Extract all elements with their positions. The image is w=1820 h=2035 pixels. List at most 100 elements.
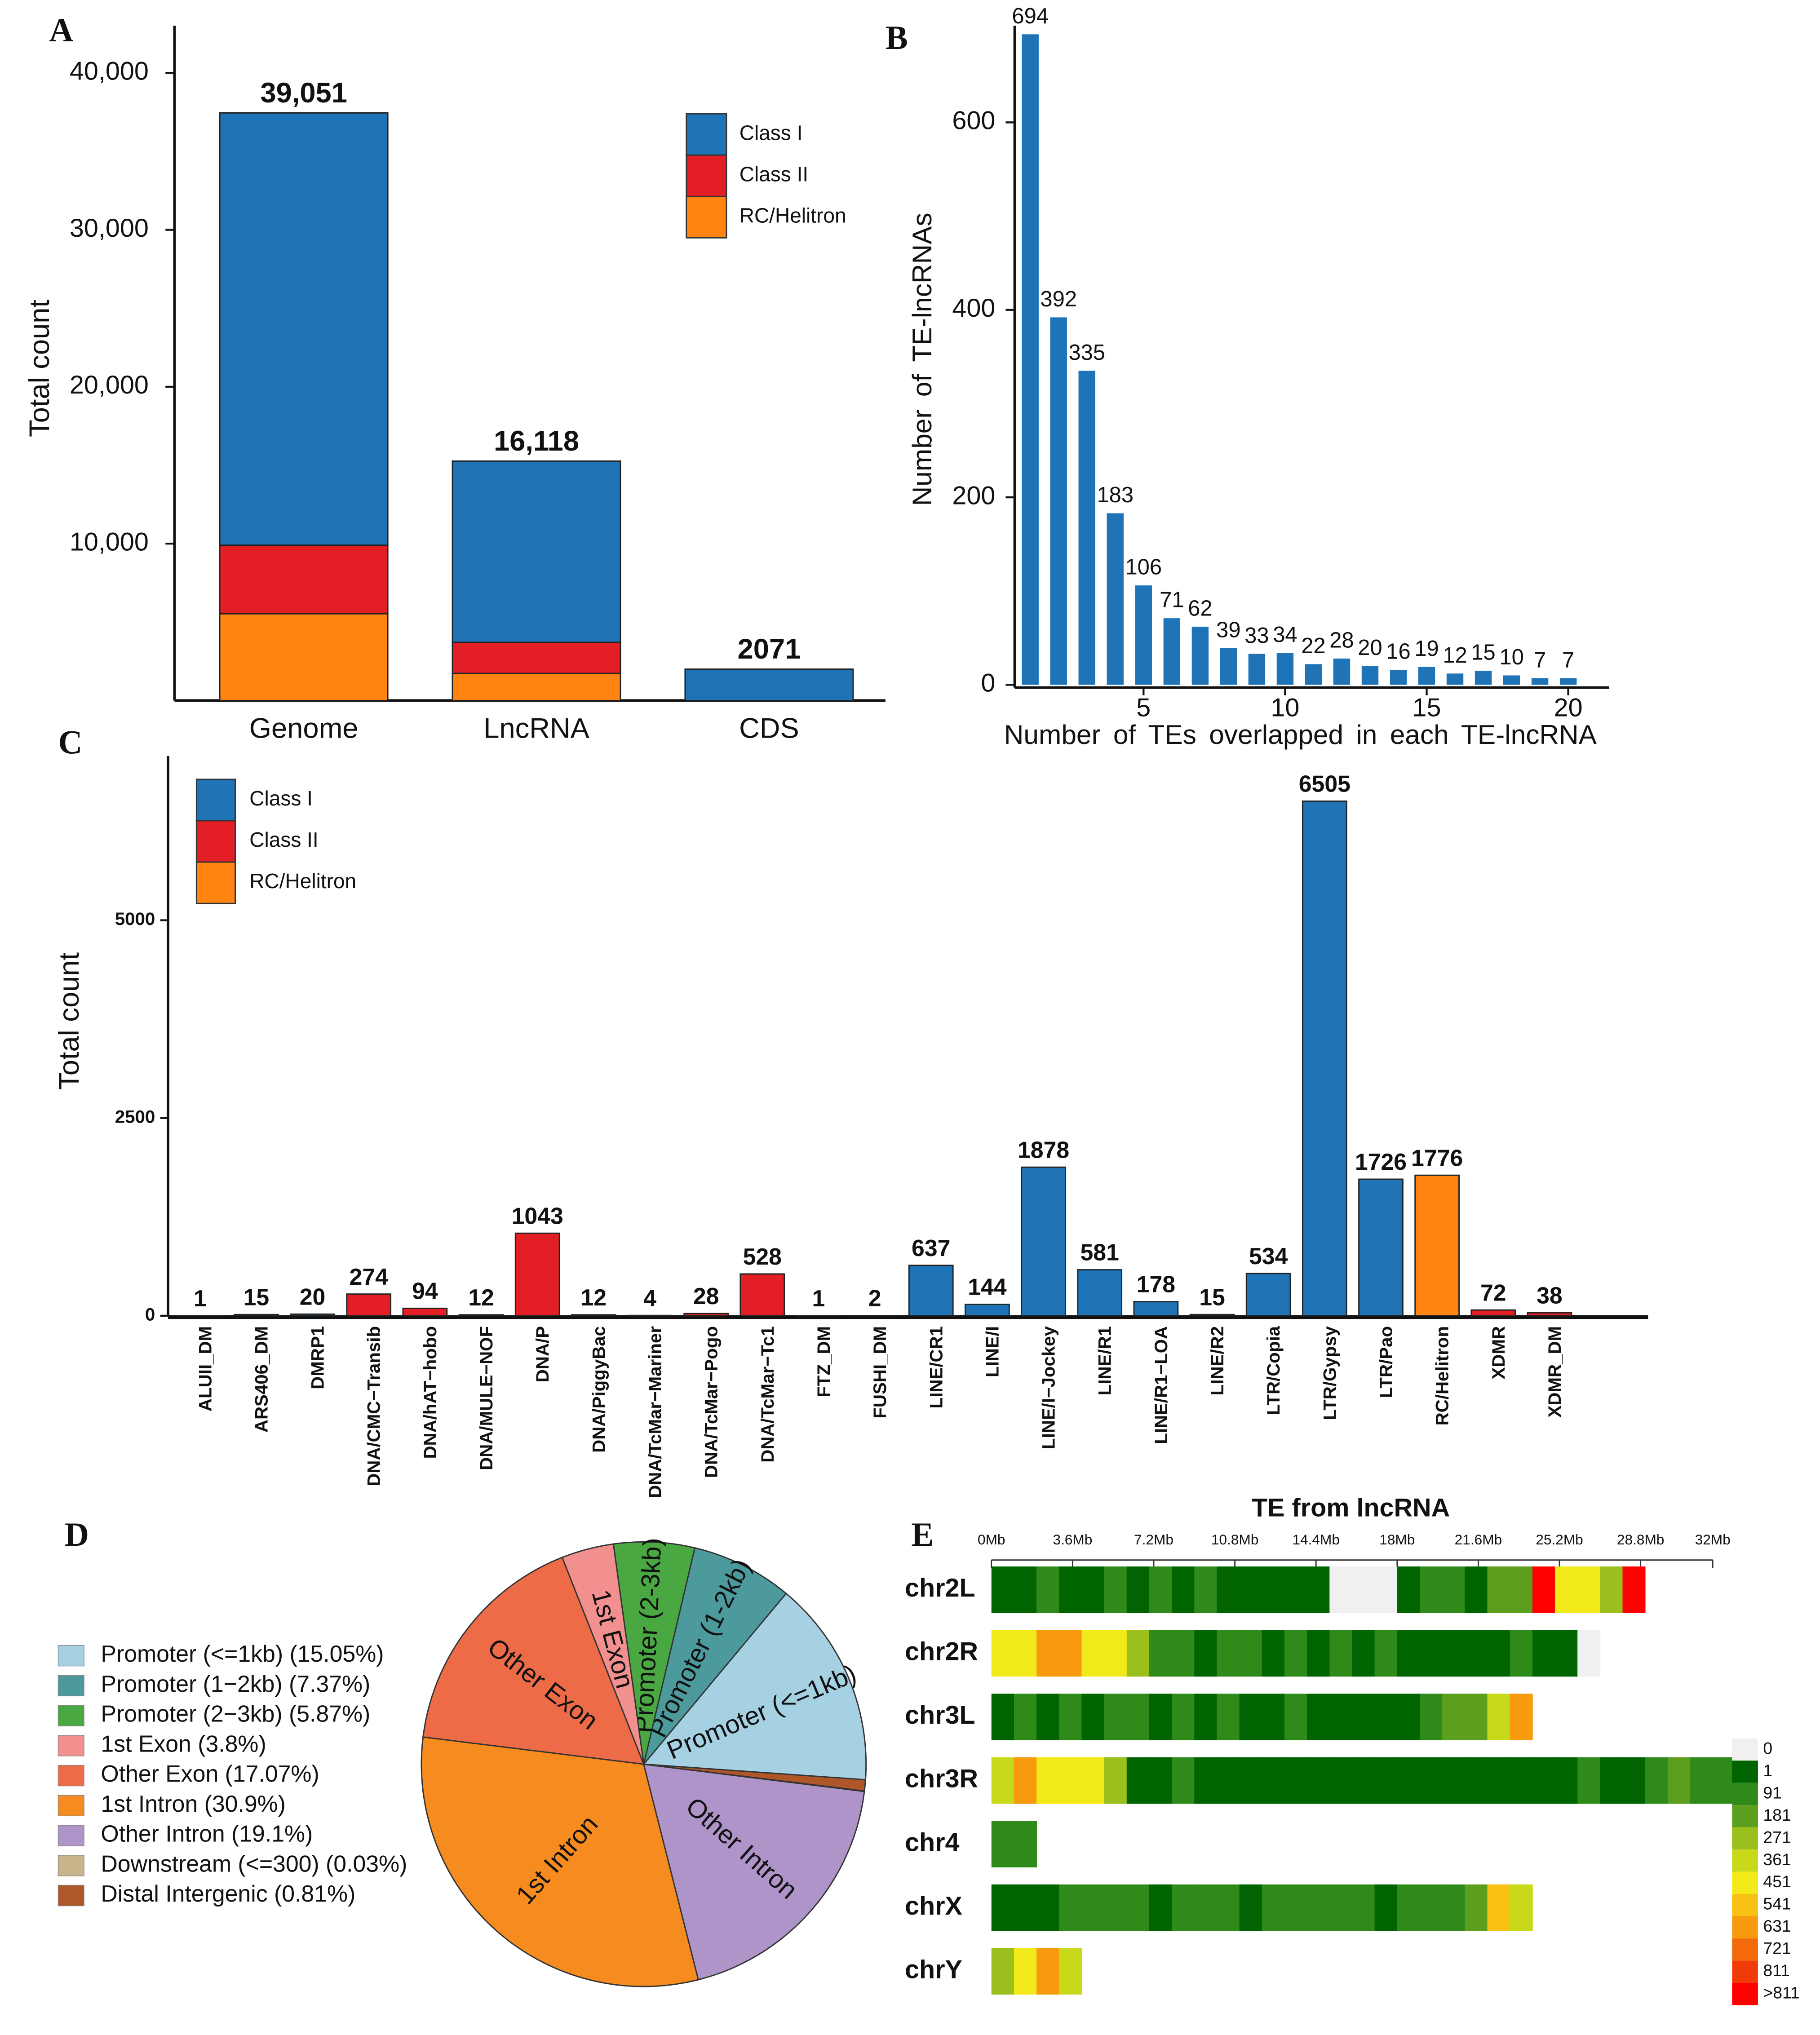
- heat-cell: [1081, 1884, 1105, 1931]
- x-tick-label: 10: [1271, 694, 1299, 722]
- colorbar-swatch: [1732, 1849, 1758, 1872]
- y-tick-label: 20,000: [70, 371, 149, 399]
- pie-slice: [612, 1541, 696, 1765]
- legend-label: Other Exon (17.07%): [101, 1761, 319, 1787]
- y-tick-label: 2500: [115, 1106, 155, 1127]
- legend-label: Class II: [249, 828, 318, 851]
- colorbar-label: 1: [1763, 1761, 1772, 1780]
- heat-cell: [1172, 1694, 1195, 1740]
- value-label: 22: [1301, 634, 1325, 658]
- heat-cell: [1239, 1630, 1262, 1677]
- bar: [1531, 678, 1549, 685]
- colorbar-label: 721: [1763, 1939, 1791, 1958]
- heat-cell: [1262, 1566, 1285, 1613]
- bar: [683, 1313, 729, 1317]
- heat-cell: [1104, 1884, 1127, 1931]
- x-tick-label: RC/Helitron: [1432, 1326, 1452, 1425]
- bar-segment: [219, 544, 389, 615]
- row-label: chr4: [905, 1828, 960, 1857]
- heat-cell: [1329, 1694, 1353, 1740]
- value-label: 1878: [1018, 1137, 1069, 1163]
- heat-cell: [1374, 1757, 1398, 1804]
- legend-swatch: [58, 1675, 84, 1697]
- bar: [1418, 667, 1435, 685]
- x-tick-label: DNA/TcMar−Tc1: [757, 1326, 778, 1463]
- row-label: chrX: [905, 1892, 962, 1920]
- value-label: 12: [1443, 643, 1467, 668]
- x-tick-label: LINE/R2: [1207, 1326, 1227, 1395]
- x-tick-label: DNA/MULE−NOF: [476, 1326, 496, 1470]
- heat-cell: [1262, 1630, 1285, 1677]
- heat-cell: [1465, 1630, 1488, 1677]
- x-tick-label: 25.2Mb: [1536, 1531, 1583, 1548]
- legend-label: RC/Helitron: [740, 204, 846, 227]
- heat-cell: [1510, 1630, 1533, 1677]
- legend-swatch: [686, 195, 727, 239]
- legend-swatch: [58, 1795, 84, 1817]
- heat-cell: [1217, 1757, 1240, 1804]
- heat-cell: [1172, 1566, 1195, 1613]
- bar-segment: [452, 672, 621, 701]
- value-label: 1043: [512, 1203, 563, 1229]
- colorbar-label: 811: [1763, 1961, 1790, 1980]
- heat-cell: [1284, 1566, 1307, 1613]
- heat-cell: [1510, 1694, 1533, 1740]
- x-tick-label: LTR/Pao: [1376, 1326, 1396, 1398]
- bar: [514, 1232, 560, 1317]
- colorbar-label: 361: [1763, 1850, 1791, 1869]
- colorbar-label: 631: [1763, 1916, 1791, 1935]
- x-tick-label: ALUII_DM: [195, 1326, 215, 1411]
- heat-cell: [1126, 1630, 1150, 1677]
- heat-cell: [1059, 1694, 1082, 1740]
- y-axis-title: Number of TE-lncRNAs: [907, 212, 937, 506]
- colorbar-swatch: [1732, 1916, 1758, 1939]
- heat-cell: [1510, 1884, 1533, 1931]
- value-label: 4: [643, 1285, 656, 1311]
- x-tick-label: LINE/R1: [1095, 1326, 1115, 1395]
- y-tick-label: 0: [145, 1305, 155, 1325]
- bar-segment: [452, 460, 621, 643]
- legend-label: Promoter (<=1kb) (15.05%): [101, 1641, 384, 1667]
- heat-cell: [1374, 1566, 1398, 1613]
- legend-swatch: [686, 113, 727, 156]
- bar: [1050, 317, 1067, 685]
- value-label: 144: [968, 1274, 1007, 1300]
- value-label: 15: [1471, 641, 1495, 665]
- legend-label: 1st Intron (30.9%): [101, 1791, 285, 1817]
- x-tick-label: 20: [1554, 694, 1583, 722]
- colorbar-swatch: [1732, 1871, 1758, 1894]
- heat-cell: [1465, 1884, 1488, 1931]
- colorbar-swatch: [1732, 1783, 1758, 1805]
- value-label: 10: [1499, 645, 1523, 669]
- heat-cell: [1600, 1566, 1623, 1613]
- bar: [1163, 618, 1181, 685]
- pie-slice: [643, 1547, 787, 1765]
- heat-cell: [1442, 1884, 1466, 1931]
- value-label: 94: [412, 1278, 438, 1304]
- heat-cell: [1081, 1694, 1105, 1740]
- heat-cell: [1487, 1566, 1510, 1613]
- x-tick-label: 0Mb: [978, 1531, 1005, 1548]
- y-tick-label: 5000: [115, 909, 155, 929]
- heat-cell: [991, 1821, 1014, 1867]
- heat-cell: [991, 1948, 1014, 1995]
- heat-cell: [1442, 1757, 1466, 1804]
- bar-segment: [452, 641, 621, 674]
- x-tick-label: ARS406_DM: [251, 1326, 271, 1433]
- heat-cell: [1442, 1630, 1466, 1677]
- value-label: 106: [1125, 555, 1162, 580]
- x-tick-label: 21.6Mb: [1455, 1531, 1502, 1548]
- heat-cell: [1532, 1630, 1555, 1677]
- x-tick-label: CDS: [739, 712, 799, 744]
- bar: [1021, 1166, 1066, 1317]
- heat-cell: [1284, 1630, 1307, 1677]
- heat-cell: [1487, 1694, 1510, 1740]
- x-tick-label: XDMR: [1488, 1326, 1509, 1380]
- bar: [1390, 669, 1407, 685]
- heat-cell: [1239, 1566, 1262, 1613]
- heat-cell: [1554, 1630, 1578, 1677]
- legend-label: Distal Intergenic (0.81%): [101, 1880, 355, 1907]
- value-label: 15: [1199, 1284, 1225, 1310]
- heat-cell: [1397, 1884, 1420, 1931]
- row-label: chr2L: [905, 1574, 975, 1602]
